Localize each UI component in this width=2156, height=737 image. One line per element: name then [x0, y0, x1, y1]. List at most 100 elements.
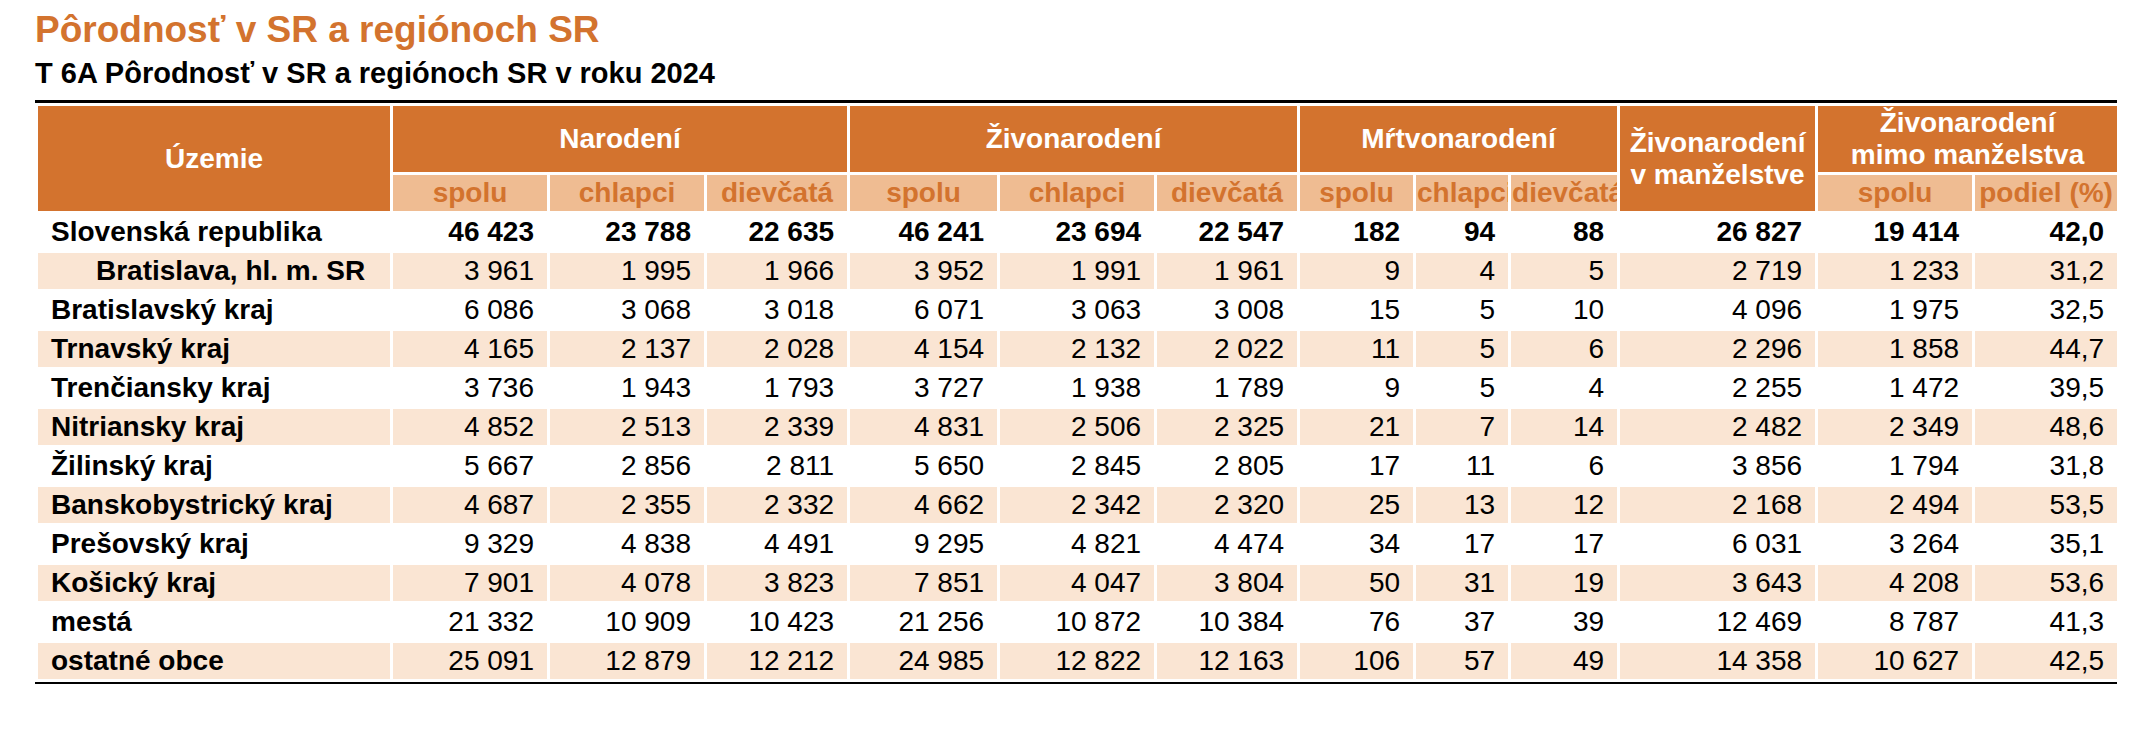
value-cell: 42,0	[1974, 213, 2119, 252]
value-cell: 1 961	[1156, 252, 1299, 291]
value-cell: 2 168	[1619, 486, 1817, 525]
table-row: Žilinský kraj5 6672 8562 8115 6502 8452 …	[37, 447, 2119, 486]
value-cell: 10 627	[1817, 642, 1974, 681]
table-row: Trnavský kraj4 1652 1372 0284 1542 1322 …	[37, 330, 2119, 369]
page-title: Pôrodnosť v SR a regiónoch SR	[35, 10, 2156, 51]
value-cell: 3 008	[1156, 291, 1299, 330]
value-cell: 2 482	[1619, 408, 1817, 447]
value-cell: 50	[1299, 564, 1415, 603]
column-subheader: spolu	[849, 174, 999, 213]
value-cell: 2 339	[706, 408, 849, 447]
value-cell: 14 358	[1619, 642, 1817, 681]
value-cell: 4 096	[1619, 291, 1817, 330]
value-cell: 17	[1415, 525, 1510, 564]
column-subheader: spolu	[392, 174, 549, 213]
value-cell: 31,8	[1974, 447, 2119, 486]
column-subheader: chlapci	[549, 174, 706, 213]
column-subheader: dievčatá	[706, 174, 849, 213]
column-subheader: dievčatá	[1156, 174, 1299, 213]
value-cell: 9	[1299, 369, 1415, 408]
value-cell: 12	[1510, 486, 1619, 525]
value-cell: 4 474	[1156, 525, 1299, 564]
group-header-zivonarodeni-mimo-manzelstva: Živonarodení mimo manželstva	[1817, 105, 2119, 174]
value-cell: 2 028	[706, 330, 849, 369]
value-cell: 10 909	[549, 603, 706, 642]
value-cell: 1 975	[1817, 291, 1974, 330]
value-cell: 21	[1299, 408, 1415, 447]
table-row: Bratislavský kraj6 0863 0683 0186 0713 0…	[37, 291, 2119, 330]
value-cell: 5	[1415, 291, 1510, 330]
value-cell: 10	[1510, 291, 1619, 330]
value-cell: 2 137	[549, 330, 706, 369]
group-header-zivonarodeni: Živonarodení	[849, 105, 1299, 174]
table-row: ostatné obce25 09112 87912 21224 98512 8…	[37, 642, 2119, 681]
value-cell: 26 827	[1619, 213, 1817, 252]
value-cell: 49	[1510, 642, 1619, 681]
value-cell: 2 494	[1817, 486, 1974, 525]
birthrate-table: Územie Narodení Živonarodení Mŕtvonarode…	[35, 103, 2120, 682]
value-cell: 21 256	[849, 603, 999, 642]
value-cell: 5	[1415, 369, 1510, 408]
territory-cell: Bratislava, hl. m. SR	[37, 252, 392, 291]
value-cell: 4 078	[549, 564, 706, 603]
table-body: Slovenská republika46 42323 78822 63546 …	[37, 213, 2119, 681]
value-cell: 3 804	[1156, 564, 1299, 603]
value-cell: 11	[1415, 447, 1510, 486]
value-cell: 12 879	[549, 642, 706, 681]
value-cell: 6	[1510, 447, 1619, 486]
value-cell: 1 966	[706, 252, 849, 291]
value-cell: 6 086	[392, 291, 549, 330]
value-cell: 1 858	[1817, 330, 1974, 369]
value-cell: 53,6	[1974, 564, 2119, 603]
territory-cell: Trnavský kraj	[37, 330, 392, 369]
value-cell: 106	[1299, 642, 1415, 681]
value-cell: 25 091	[392, 642, 549, 681]
group-header-narodeni: Narodení	[392, 105, 849, 174]
table-row: Bratislava, hl. m. SR3 9611 9951 9663 95…	[37, 252, 2119, 291]
value-cell: 2 320	[1156, 486, 1299, 525]
territory-cell: Banskobystrický kraj	[37, 486, 392, 525]
value-cell: 57	[1415, 642, 1510, 681]
value-cell: 31,2	[1974, 252, 2119, 291]
value-cell: 11	[1299, 330, 1415, 369]
value-cell: 182	[1299, 213, 1415, 252]
value-cell: 21 332	[392, 603, 549, 642]
value-cell: 4 491	[706, 525, 849, 564]
value-cell: 1 233	[1817, 252, 1974, 291]
value-cell: 12 212	[706, 642, 849, 681]
value-cell: 6	[1510, 330, 1619, 369]
table-frame: Územie Narodení Živonarodení Mŕtvonarode…	[35, 100, 2117, 684]
value-cell: 3 961	[392, 252, 549, 291]
value-cell: 3 264	[1817, 525, 1974, 564]
value-cell: 41,3	[1974, 603, 2119, 642]
value-cell: 9	[1299, 252, 1415, 291]
value-cell: 3 823	[706, 564, 849, 603]
territory-cell: Bratislavský kraj	[37, 291, 392, 330]
value-cell: 2 342	[999, 486, 1156, 525]
value-cell: 3 856	[1619, 447, 1817, 486]
value-cell: 2 355	[549, 486, 706, 525]
value-cell: 2 332	[706, 486, 849, 525]
value-cell: 3 952	[849, 252, 999, 291]
value-cell: 6 071	[849, 291, 999, 330]
territory-cell: Trenčiansky kraj	[37, 369, 392, 408]
value-cell: 12 469	[1619, 603, 1817, 642]
table-subtitle: T 6A Pôrodnosť v SR a regiónoch SR v rok…	[35, 57, 2156, 90]
value-cell: 48,6	[1974, 408, 2119, 447]
value-cell: 3 068	[549, 291, 706, 330]
value-cell: 5	[1510, 252, 1619, 291]
value-cell: 23 788	[549, 213, 706, 252]
table-row: mestá21 33210 90910 42321 25610 87210 38…	[37, 603, 2119, 642]
value-cell: 53,5	[1974, 486, 2119, 525]
value-cell: 4 165	[392, 330, 549, 369]
value-cell: 2 255	[1619, 369, 1817, 408]
value-cell: 4 821	[999, 525, 1156, 564]
group-header-zivonarodeni-v-manzelstve: Živonarodení v manželstve	[1619, 105, 1817, 213]
value-cell: 4 154	[849, 330, 999, 369]
value-cell: 9 295	[849, 525, 999, 564]
territory-cell: mestá	[37, 603, 392, 642]
value-cell: 2 022	[1156, 330, 1299, 369]
value-cell: 24 985	[849, 642, 999, 681]
value-cell: 23 694	[999, 213, 1156, 252]
value-cell: 13	[1415, 486, 1510, 525]
